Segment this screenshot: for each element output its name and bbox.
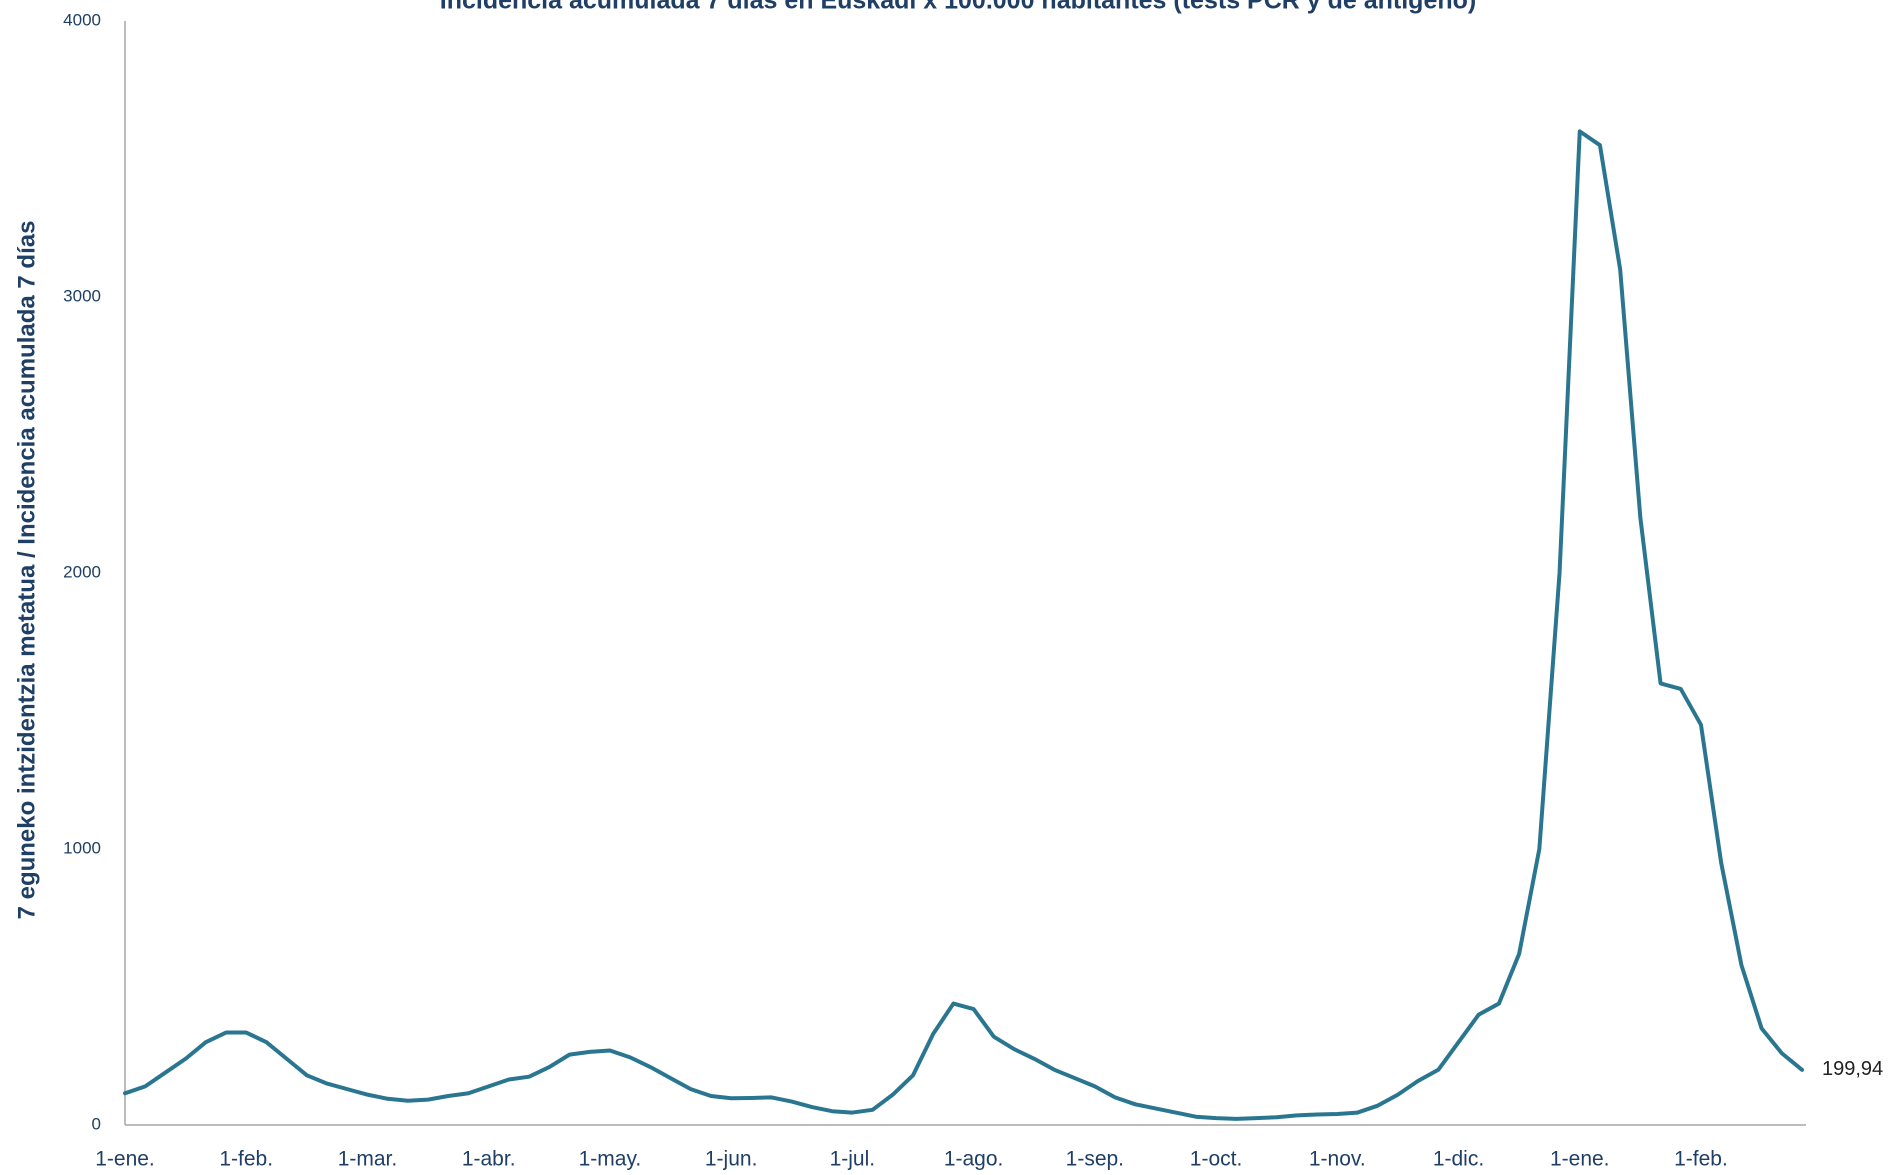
- y-tick-label: 1000: [63, 838, 101, 857]
- y-tick-label: 4000: [63, 10, 101, 29]
- x-tick-label: 1-dic.: [1433, 1148, 1484, 1171]
- line: [123, 129, 1804, 1121]
- y-tick-label: 3000: [63, 286, 101, 305]
- x-tick-label: 1-mar.: [338, 1148, 398, 1171]
- y-tick-label: 0: [92, 1114, 101, 1133]
- x-tick-label: 1-may.: [579, 1148, 642, 1171]
- x-tick-label: 1-ene.: [95, 1148, 155, 1171]
- x-tick-label: 1-feb.: [219, 1148, 273, 1171]
- x-tick-label: 1-oct.: [1190, 1148, 1243, 1171]
- x-tick-label: 1-jul.: [830, 1148, 876, 1171]
- x-tick-label: 1-ene.: [1550, 1148, 1610, 1171]
- x-tick-label: 1-nov.: [1309, 1148, 1366, 1171]
- x-tick-label: 1-jun.: [705, 1148, 758, 1171]
- y-axis-label: 7 eguneko intzidentzia metatua / Inciden…: [13, 221, 40, 920]
- chart-title: Incidencia acumulada 7 días en Euskadi x…: [440, 0, 1476, 15]
- x-tick-label: 1-sep.: [1066, 1148, 1124, 1171]
- x-tick-label: 1-feb.: [1674, 1148, 1728, 1171]
- x-tick-label: 1-ago.: [944, 1148, 1004, 1171]
- x-tick-label: 1-abr.: [462, 1148, 516, 1171]
- y-tick-label: 2000: [63, 562, 101, 581]
- value-label: 199,94: [1822, 1058, 1883, 1080]
